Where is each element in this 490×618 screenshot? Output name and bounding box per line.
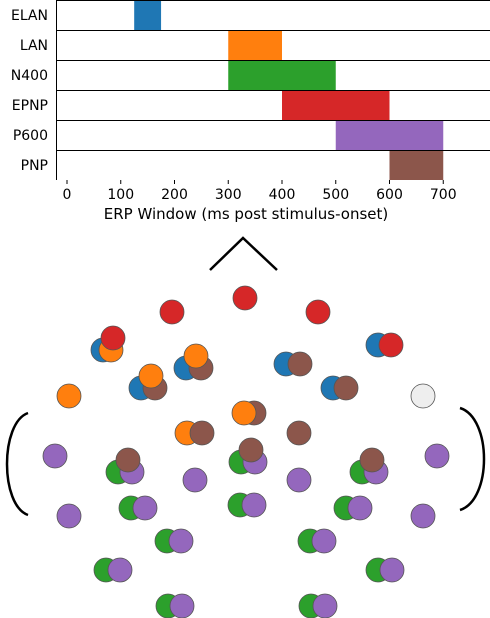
electrode-dot-epnp (305, 299, 331, 325)
electrode-dot-none (410, 383, 436, 409)
range-bar-p600 (335, 121, 444, 150)
electrode-dot-p600 (312, 593, 338, 618)
category-label: LAN (20, 38, 48, 54)
x-tick-label: 100 (107, 187, 134, 203)
electrode-dot-pnp (115, 447, 141, 473)
electrode-dot-p600 (379, 557, 405, 583)
range-bar-pnp (389, 151, 444, 180)
electrode-dot-p600 (169, 593, 195, 618)
category-label: EPNP (12, 98, 48, 114)
electrode-dot-pnp (333, 375, 359, 401)
electrode-dot-p600 (168, 528, 194, 554)
category-label: P600 (13, 128, 48, 144)
category-label: ELAN (11, 8, 48, 24)
range-bar-lan (228, 31, 282, 60)
nose-outline (209, 236, 278, 271)
x-axis-label: ERP Window (ms post stimulus-onset) (104, 205, 388, 223)
range-bar-elan (134, 1, 162, 30)
electrode-dot-lan (138, 363, 164, 389)
electrode-head-map (5, 236, 486, 618)
category-label: N400 (11, 68, 48, 84)
left-ear-outline (5, 411, 29, 517)
category-label: PNP (21, 158, 48, 174)
electrode-dot-epnp (100, 325, 126, 351)
x-tick-label: 400 (269, 187, 296, 203)
electrode-dot-p600 (286, 467, 312, 493)
electrode-dot-epnp (378, 332, 404, 358)
range-bar-n400 (228, 61, 336, 90)
electrode-dot-p600 (424, 443, 450, 469)
electrode-dot-p600 (107, 557, 133, 583)
electrode-dot-p600 (182, 467, 208, 493)
electrode-dot-p600 (42, 443, 68, 469)
electrode-dot-pnp (359, 447, 385, 473)
x-tick-label: 700 (430, 187, 457, 203)
electrode-dot-lan (183, 343, 209, 369)
x-tick-label: 200 (161, 187, 188, 203)
electrode-dot-pnp (287, 351, 313, 377)
electrode-dot-epnp (159, 299, 185, 325)
erp-window-chart: ELAN LAN N400 EPNP P600 PNP 0 100 200 300 400 500 60… (11, 0, 490, 203)
range-bar-epnp (282, 91, 390, 120)
electrode-dot-lan (56, 383, 82, 409)
electrode-dot-p600 (241, 492, 267, 518)
x-tick-label: 300 (215, 187, 242, 203)
electrode-dot-pnp (189, 420, 215, 446)
right-ear-outline (459, 406, 486, 512)
electrode-dot-p600 (347, 495, 373, 521)
x-tick-label: 600 (376, 187, 403, 203)
electrode-dot-p600 (311, 528, 337, 554)
electrode-dot-epnp (232, 285, 258, 311)
x-tick-label: 0 (63, 187, 72, 203)
electrode-dot-p600 (56, 503, 82, 529)
electrode-dot-pnp (286, 420, 312, 446)
electrode-dot-pnp (238, 437, 264, 463)
electrode-dot-lan (231, 400, 257, 426)
electrode-dot-p600 (132, 495, 158, 521)
electrode-dot-p600 (410, 503, 436, 529)
x-tick-label: 500 (322, 187, 349, 203)
